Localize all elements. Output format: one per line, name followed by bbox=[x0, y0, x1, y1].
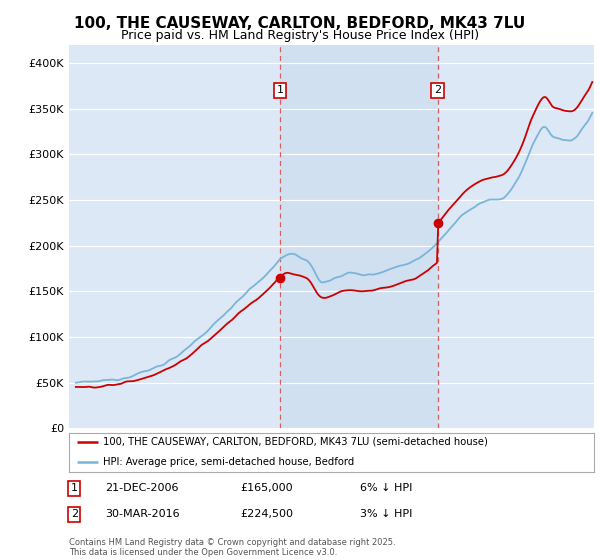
Text: 2: 2 bbox=[434, 86, 441, 95]
Text: 3% ↓ HPI: 3% ↓ HPI bbox=[360, 509, 412, 519]
Text: Contains HM Land Registry data © Crown copyright and database right 2025.
This d: Contains HM Land Registry data © Crown c… bbox=[69, 538, 395, 557]
Text: 21-DEC-2006: 21-DEC-2006 bbox=[105, 483, 179, 493]
Text: 100, THE CAUSEWAY, CARLTON, BEDFORD, MK43 7LU (semi-detached house): 100, THE CAUSEWAY, CARLTON, BEDFORD, MK4… bbox=[103, 437, 488, 447]
Bar bbox=[280, 45, 437, 428]
Text: HPI: Average price, semi-detached house, Bedford: HPI: Average price, semi-detached house,… bbox=[103, 457, 355, 467]
Text: £165,000: £165,000 bbox=[240, 483, 293, 493]
Text: 2: 2 bbox=[71, 509, 78, 519]
Text: 1: 1 bbox=[277, 86, 283, 95]
Text: 30-MAR-2016: 30-MAR-2016 bbox=[105, 509, 179, 519]
Text: 6% ↓ HPI: 6% ↓ HPI bbox=[360, 483, 412, 493]
Text: 100, THE CAUSEWAY, CARLTON, BEDFORD, MK43 7LU: 100, THE CAUSEWAY, CARLTON, BEDFORD, MK4… bbox=[74, 16, 526, 31]
Text: Price paid vs. HM Land Registry's House Price Index (HPI): Price paid vs. HM Land Registry's House … bbox=[121, 29, 479, 42]
Text: 1: 1 bbox=[71, 483, 78, 493]
Text: £224,500: £224,500 bbox=[240, 509, 293, 519]
